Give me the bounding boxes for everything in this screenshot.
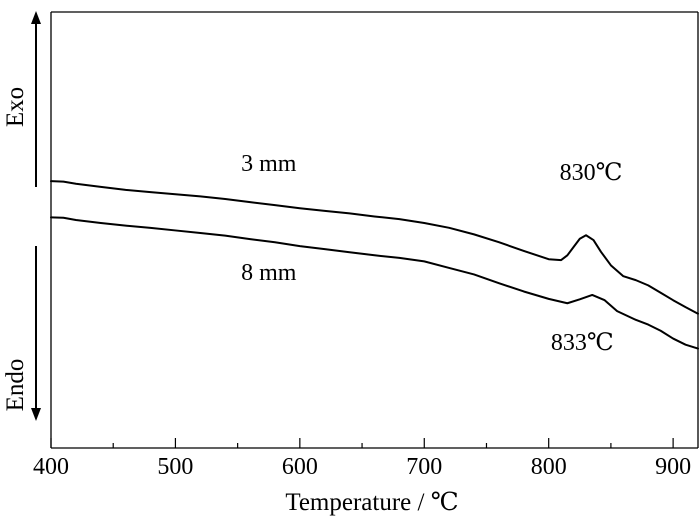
series-group <box>50 180 699 350</box>
tick-labels-group: 400 500 600 700 800 900 <box>33 454 691 480</box>
series-8mm-line <box>50 216 699 350</box>
series-3mm-line <box>50 180 699 315</box>
annotations-group: 3 mm 8 mm 830℃ 833℃ <box>241 151 622 356</box>
x-tick-label: 500 <box>157 454 193 480</box>
x-axis-title: Temperature / ℃ <box>285 489 458 516</box>
exo-label: Exo <box>2 87 29 127</box>
y-labels-group: Exo Endo <box>2 11 41 421</box>
annotation-label-3: 830℃ <box>560 160 623 186</box>
endo-label: Endo <box>2 359 29 412</box>
ticks-group <box>50 438 674 448</box>
axes-group: 400 500 600 700 800 900 <box>33 11 699 480</box>
x-tick-label: 900 <box>655 454 691 480</box>
x-tick-label: 800 <box>531 454 567 480</box>
exo-arrow-icon <box>31 11 41 24</box>
annotation-label-1: 3 mm <box>241 151 297 177</box>
annotation-label-2: 8 mm <box>241 260 297 286</box>
endo-arrow-icon <box>31 408 41 421</box>
annotation-label-4: 833℃ <box>551 330 614 356</box>
x-tick-label: 700 <box>406 454 442 480</box>
x-tick-label: 400 <box>33 454 69 480</box>
x-tick-label: 600 <box>282 454 318 480</box>
